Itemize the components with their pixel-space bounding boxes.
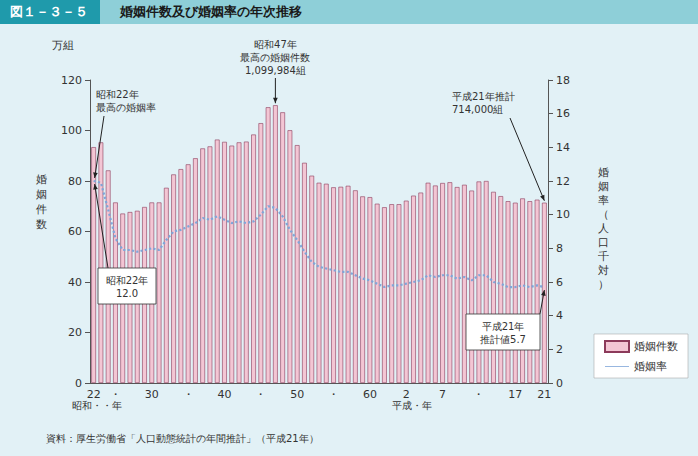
svg-text:姻: 姻 bbox=[36, 188, 47, 201]
svg-text:100: 100 bbox=[61, 124, 82, 137]
svg-text:千: 千 bbox=[598, 250, 609, 263]
svg-text:婚姻件数及び婚姻率の年次推移: 婚姻件数及び婚姻率の年次推移 bbox=[119, 4, 302, 19]
svg-text:率: 率 bbox=[598, 194, 609, 207]
svg-text:2: 2 bbox=[402, 388, 410, 401]
svg-text:・: ・ bbox=[255, 388, 266, 401]
svg-text:0: 0 bbox=[556, 377, 563, 390]
svg-text:婚: 婚 bbox=[36, 173, 47, 186]
svg-text:平成21年: 平成21年 bbox=[482, 321, 525, 332]
svg-text:21: 21 bbox=[537, 388, 551, 401]
svg-text:最高の婚姻件数: 最高の婚姻件数 bbox=[240, 52, 310, 63]
svg-text:6: 6 bbox=[556, 276, 563, 289]
svg-text:・: ・ bbox=[183, 388, 194, 401]
svg-text:婚姻率: 婚姻率 bbox=[634, 360, 667, 373]
svg-text:4: 4 bbox=[556, 309, 563, 322]
svg-text:60: 60 bbox=[363, 388, 377, 401]
svg-text:件: 件 bbox=[36, 203, 47, 216]
svg-text:0: 0 bbox=[75, 377, 82, 390]
svg-text:22: 22 bbox=[86, 388, 101, 401]
svg-text:40: 40 bbox=[217, 388, 231, 401]
svg-text:昭和・・年: 昭和・・年 bbox=[72, 400, 122, 411]
svg-text:・: ・ bbox=[328, 388, 339, 401]
svg-text:14: 14 bbox=[556, 141, 570, 154]
svg-text:昭和22年: 昭和22年 bbox=[106, 275, 149, 286]
svg-text:婚姻件数: 婚姻件数 bbox=[634, 340, 678, 353]
svg-text:平成・年: 平成・年 bbox=[392, 400, 432, 411]
svg-text:50: 50 bbox=[290, 388, 304, 401]
svg-text:20: 20 bbox=[68, 326, 82, 339]
svg-text:・: ・ bbox=[473, 388, 484, 401]
svg-text:口: 口 bbox=[598, 236, 609, 249]
svg-text:40: 40 bbox=[68, 276, 82, 289]
svg-text:平成21年推計: 平成21年推計 bbox=[452, 91, 515, 102]
svg-text:714,000組: 714,000組 bbox=[452, 104, 503, 115]
svg-text:17: 17 bbox=[508, 388, 522, 401]
svg-text:120: 120 bbox=[61, 74, 82, 87]
svg-text:図１－３－５: 図１－３－５ bbox=[10, 4, 88, 19]
svg-text:10: 10 bbox=[556, 208, 570, 221]
svg-text:昭和47年: 昭和47年 bbox=[254, 39, 297, 50]
svg-text:数: 数 bbox=[36, 218, 47, 231]
svg-text:60: 60 bbox=[68, 225, 82, 238]
svg-text:30: 30 bbox=[145, 388, 159, 401]
svg-text:2: 2 bbox=[556, 343, 563, 356]
svg-text:80: 80 bbox=[68, 175, 82, 188]
svg-text:16: 16 bbox=[556, 107, 570, 120]
svg-text:18: 18 bbox=[556, 74, 570, 87]
svg-text:推計値5.7: 推計値5.7 bbox=[480, 334, 526, 345]
svg-text:資料：厚生労働省「人口動態統計の年間推計」（平成21年）: 資料：厚生労働省「人口動態統計の年間推計」（平成21年） bbox=[46, 433, 319, 444]
svg-text:人: 人 bbox=[598, 222, 609, 235]
svg-text:8: 8 bbox=[556, 242, 563, 255]
svg-text:最高の婚姻率: 最高の婚姻率 bbox=[96, 102, 156, 113]
svg-text:昭和22年: 昭和22年 bbox=[96, 89, 139, 100]
svg-text:対: 対 bbox=[598, 264, 609, 277]
svg-text:婚: 婚 bbox=[598, 166, 609, 179]
svg-text:（: （ bbox=[598, 208, 609, 221]
svg-text:12: 12 bbox=[556, 175, 570, 188]
svg-text:1,099,984組: 1,099,984組 bbox=[245, 65, 306, 76]
svg-text:万組: 万組 bbox=[52, 39, 74, 52]
svg-text:姻: 姻 bbox=[598, 180, 609, 193]
svg-text:12.0: 12.0 bbox=[116, 288, 138, 299]
svg-text:）: ） bbox=[598, 278, 609, 291]
svg-text:7: 7 bbox=[439, 388, 446, 401]
